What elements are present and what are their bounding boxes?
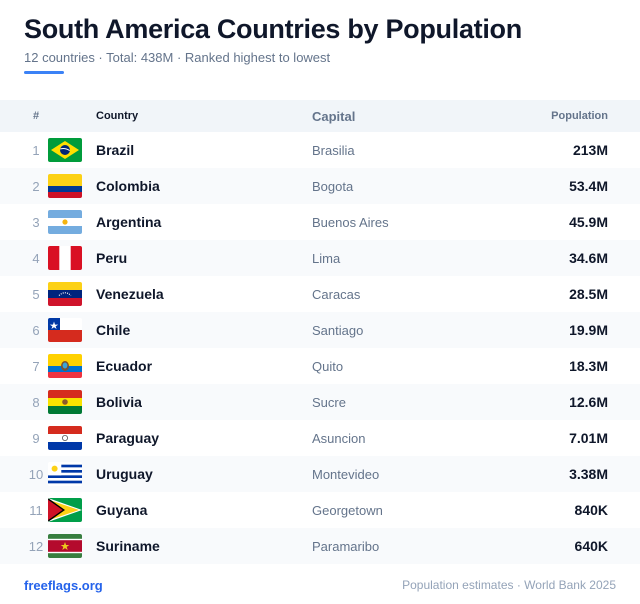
capital-name: Lima xyxy=(312,240,512,276)
population-value: 12.6M xyxy=(512,384,640,420)
rank-cell: 3 xyxy=(32,214,40,230)
table-row[interactable]: 8 Bolivia Sucre 12.6M xyxy=(0,384,640,420)
rank-cell: 12 xyxy=(0,528,48,564)
table-row[interactable]: 10 Uruguay Montevideo 3.38M xyxy=(0,456,640,492)
uruguay-flag-icon xyxy=(48,462,82,486)
population-value: 840K xyxy=(574,502,608,518)
argentina-flag-icon xyxy=(48,210,82,234)
guyana-flag-icon xyxy=(48,498,82,522)
brazil-flag-icon xyxy=(48,138,82,162)
country-name: Chile xyxy=(96,312,312,348)
column-header-rank: # xyxy=(0,100,48,132)
rank-cell: 7 xyxy=(32,358,40,374)
chile-flag-icon xyxy=(48,318,82,342)
ecuador-flag-icon xyxy=(48,354,82,378)
country-name: Suriname xyxy=(96,528,312,564)
capital-name: Asuncion xyxy=(312,430,366,446)
rank-cell: 4 xyxy=(0,240,48,276)
population-value: 640K xyxy=(512,528,640,564)
page-header: South America Countries by Population 12… xyxy=(24,12,616,74)
page-subtitle: 12 countries · Total: 438M · Ranked high… xyxy=(24,50,331,65)
venezuela-flag-icon xyxy=(48,282,82,306)
table-row[interactable]: 11 Guyana Georgetown 840K xyxy=(0,492,640,528)
population-value: 213M xyxy=(572,142,608,158)
rank-cell: 8 xyxy=(0,384,48,420)
population-value: 18.3M xyxy=(569,358,608,374)
rank-cell: 9 xyxy=(32,430,40,446)
population-table: # Country Capital Population 1 Brazil Bras… xyxy=(0,100,640,564)
title-accent-bar xyxy=(24,71,64,74)
population-value: 3.38M xyxy=(512,456,640,492)
rank-cell: 6 xyxy=(0,312,48,348)
country-name: Brazil xyxy=(96,142,135,158)
rank-cell: 2 xyxy=(0,168,48,204)
column-header-country: Country xyxy=(96,100,312,132)
table-row[interactable]: 9 Paraguay Asuncion 7.01M xyxy=(0,420,640,456)
country-name: Argentina xyxy=(96,214,162,230)
table-row[interactable]: 5 Venezuela Caracas 28.5M xyxy=(0,276,640,312)
table-row[interactable]: 1 Brazil Brasilia 213M xyxy=(0,132,640,168)
population-value: 19.9M xyxy=(512,312,640,348)
capital-name: Brasilia xyxy=(312,142,355,158)
table-row[interactable]: 6 Chile Santiago 19.9M xyxy=(0,312,640,348)
capital-name: Montevideo xyxy=(312,456,512,492)
page-title: South America Countries by Population xyxy=(24,14,522,44)
table-row[interactable]: 12 Suriname Paramaribo 640K xyxy=(0,528,640,564)
country-name: Uruguay xyxy=(96,456,312,492)
column-header-capital: Capital xyxy=(312,100,512,132)
capital-name: Bogota xyxy=(312,168,512,204)
bolivia-flag-icon xyxy=(48,390,82,414)
table-row[interactable]: 4 Peru Lima 34.6M xyxy=(0,240,640,276)
country-name: Bolivia xyxy=(96,384,312,420)
country-name: Ecuador xyxy=(96,358,153,374)
rank-cell: 1 xyxy=(32,142,40,158)
population-value: 7.01M xyxy=(569,430,608,446)
brand-link[interactable]: freeflags.org xyxy=(24,578,103,593)
capital-name: Georgetown xyxy=(312,502,383,518)
country-name: Guyana xyxy=(96,502,148,518)
population-value: 45.9M xyxy=(569,214,608,230)
column-header-population: Population xyxy=(512,100,640,132)
page-footer: freeflags.org Population estimates · Wor… xyxy=(24,578,616,593)
peru-flag-icon xyxy=(48,246,82,270)
capital-name: Paramaribo xyxy=(312,528,512,564)
suriname-flag-icon xyxy=(48,534,82,558)
table-row[interactable]: 2 Colombia Bogota 53.4M xyxy=(0,168,640,204)
source-note: Population estimates · World Bank 2025 xyxy=(402,578,616,592)
rank-cell: 5 xyxy=(32,286,40,302)
capital-name: Quito xyxy=(312,358,344,374)
capital-name: Caracas xyxy=(312,286,361,302)
colombia-flag-icon xyxy=(48,174,82,198)
table-header-row: # Country Capital Population xyxy=(0,100,640,132)
population-value: 53.4M xyxy=(512,168,640,204)
rank-cell: 10 xyxy=(0,456,48,492)
population-value: 28.5M xyxy=(569,286,608,302)
capital-name: Santiago xyxy=(312,312,512,348)
country-name: Venezuela xyxy=(96,286,164,302)
table-row[interactable]: 3 Argentina Buenos Aires 45.9M xyxy=(0,204,640,240)
country-name: Paraguay xyxy=(96,430,160,446)
country-name: Peru xyxy=(96,240,312,276)
column-header-flag xyxy=(48,100,96,132)
country-name: Colombia xyxy=(96,168,312,204)
rank-cell: 11 xyxy=(29,502,43,518)
capital-name: Sucre xyxy=(312,384,512,420)
paraguay-flag-icon xyxy=(48,426,82,450)
table-row[interactable]: 7 Ecuador Quito 18.3M xyxy=(0,348,640,384)
capital-name: Buenos Aires xyxy=(312,214,389,230)
population-value: 34.6M xyxy=(512,240,640,276)
